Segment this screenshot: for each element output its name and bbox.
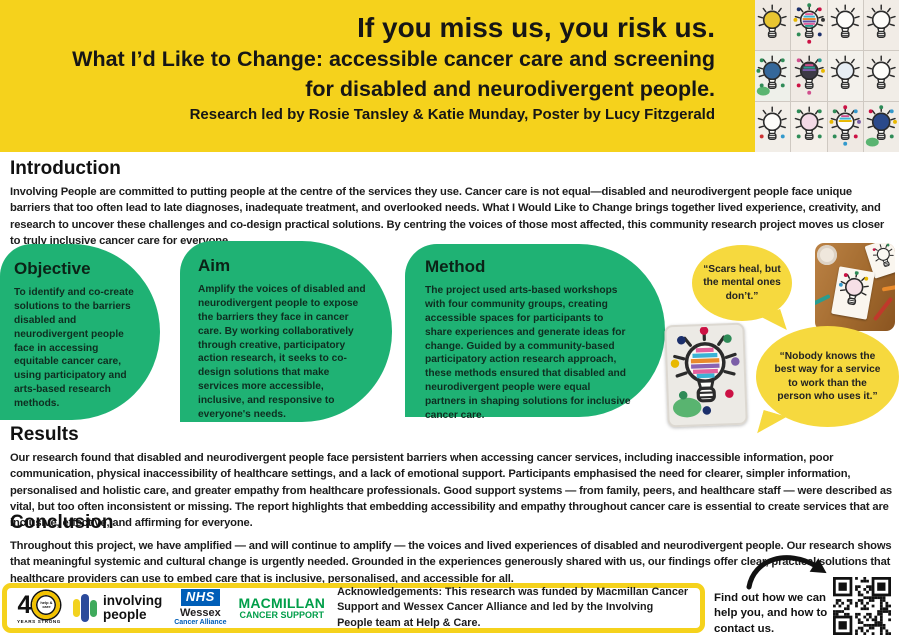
method-heading: Method	[425, 257, 486, 276]
logo-40-ring: help & care	[32, 591, 61, 620]
method-bubble: Method The project used arts-based works…	[405, 244, 665, 421]
lightbulb-drawing	[863, 51, 899, 101]
poster-title-line1: What I’d Like to Change: accessible canc…	[72, 47, 715, 71]
objective-bubble: Objective To identify and co-create solu…	[0, 244, 160, 420]
lightbulb-drawing	[863, 102, 899, 152]
poster-tagline: If you miss us, you risk us.	[357, 12, 715, 43]
logo-involving-people: involving people	[72, 592, 163, 622]
poster-title-line2: for disabled and neurodivergent people.	[305, 76, 715, 101]
nhs-icon: NHS	[180, 589, 220, 606]
results-heading: Results	[10, 424, 79, 445]
lightbulb-drawing	[827, 0, 863, 50]
macmillan-wordmark: MACMILLAN	[238, 594, 326, 611]
marker-pen	[872, 296, 894, 322]
lightbulb-drawing	[791, 51, 827, 101]
lightbulb-drawing	[791, 0, 827, 50]
lightbulb-artwork-photo	[664, 322, 748, 428]
header-banner: If you miss us, you risk us. What I’d Li…	[0, 0, 899, 152]
involving-people-icon	[72, 594, 97, 622]
paper-cup	[817, 245, 837, 265]
quote-bubble-2: “Nobody knows the best way for a service…	[756, 326, 899, 427]
involving-word: involving	[102, 592, 163, 608]
results-body: Our research found that disabled and neu…	[10, 452, 892, 530]
conclusion-body: Throughout this project, we have amplifi…	[10, 540, 892, 585]
method-body: The project used arts-based workshops wi…	[425, 285, 631, 421]
marker-pen	[815, 293, 831, 309]
contact-note: Find out how we can help you, and how to…	[714, 592, 828, 635]
lightbulb-drawing	[755, 51, 791, 101]
logo-40-digit: 4	[17, 590, 32, 619]
workshop-photo	[815, 243, 895, 331]
objective-heading: Objective	[14, 259, 91, 278]
conclusion-heading: Conclusion	[10, 512, 114, 533]
logo-40-number: 4 help & care	[17, 590, 61, 620]
poster-title-block: If you miss us, you risk us. What I’d Li…	[0, 10, 715, 127]
macmillan-subtext: CANCER SUPPORT	[239, 609, 325, 620]
lightbulb-drawing	[755, 0, 791, 50]
logo-nhs-wessex: NHS Wessex Cancer Alliance	[174, 589, 227, 626]
lightbulb-drawing	[827, 102, 863, 152]
lightbulb-drawing	[755, 102, 791, 152]
lightbulb-drawing	[863, 0, 899, 50]
lightbulb-drawing	[827, 51, 863, 101]
introduction-body: Involving People are committed to puttin…	[10, 186, 885, 248]
people-word: people	[102, 607, 147, 622]
conclusion-section: Conclusion Throughout this project, we h…	[10, 512, 892, 587]
results-section: Results Our research found that disabled…	[10, 424, 892, 532]
nhs-region-label: Wessex	[179, 606, 221, 619]
poster-byline: Research led by Rosie Tansley & Katie Mu…	[189, 106, 715, 124]
lightbulb-wall-photo	[755, 0, 899, 152]
logo-macmillan: MACMILLAN CANCER SUPPORT	[239, 596, 326, 620]
curved-arrow-icon	[746, 555, 827, 590]
aim-body: Amplify the voices of disabled and neuro…	[198, 284, 366, 420]
quote-text-1: “Scars heal, but the mental ones don’t.”	[703, 264, 781, 302]
footer-logo-bar: 4 help & care YEARS STRONG involving peo…	[2, 583, 705, 633]
introduction-section: Introduction Involving People are commit…	[10, 158, 892, 249]
quote-text-2: “Nobody knows the best way for a service…	[774, 351, 881, 402]
involving-people-wordmark: involving people	[102, 592, 163, 622]
acknowledgements-text: Acknowledgements: This research was fund…	[337, 586, 689, 629]
drawing-paper	[864, 243, 895, 279]
nhs-alliance-label: Cancer Alliance	[174, 618, 227, 626]
logo-40-subtext: YEARS STRONG	[17, 619, 61, 625]
lightbulb-drawing	[791, 102, 827, 152]
logo-40-years: 4 help & care YEARS STRONG	[17, 591, 61, 625]
drawing-paper	[831, 266, 875, 320]
marker-pen	[881, 284, 895, 292]
objective-body: To identify and co-create solutions to t…	[14, 287, 134, 409]
aim-heading: Aim	[198, 256, 231, 275]
introduction-heading: Introduction	[10, 158, 121, 179]
quote-bubble-1: “Scars heal, but the mental ones don’t.”	[692, 245, 792, 321]
qr-code	[831, 577, 893, 635]
aim-bubble: Aim Amplify the voices of disabled and n…	[180, 241, 392, 422]
